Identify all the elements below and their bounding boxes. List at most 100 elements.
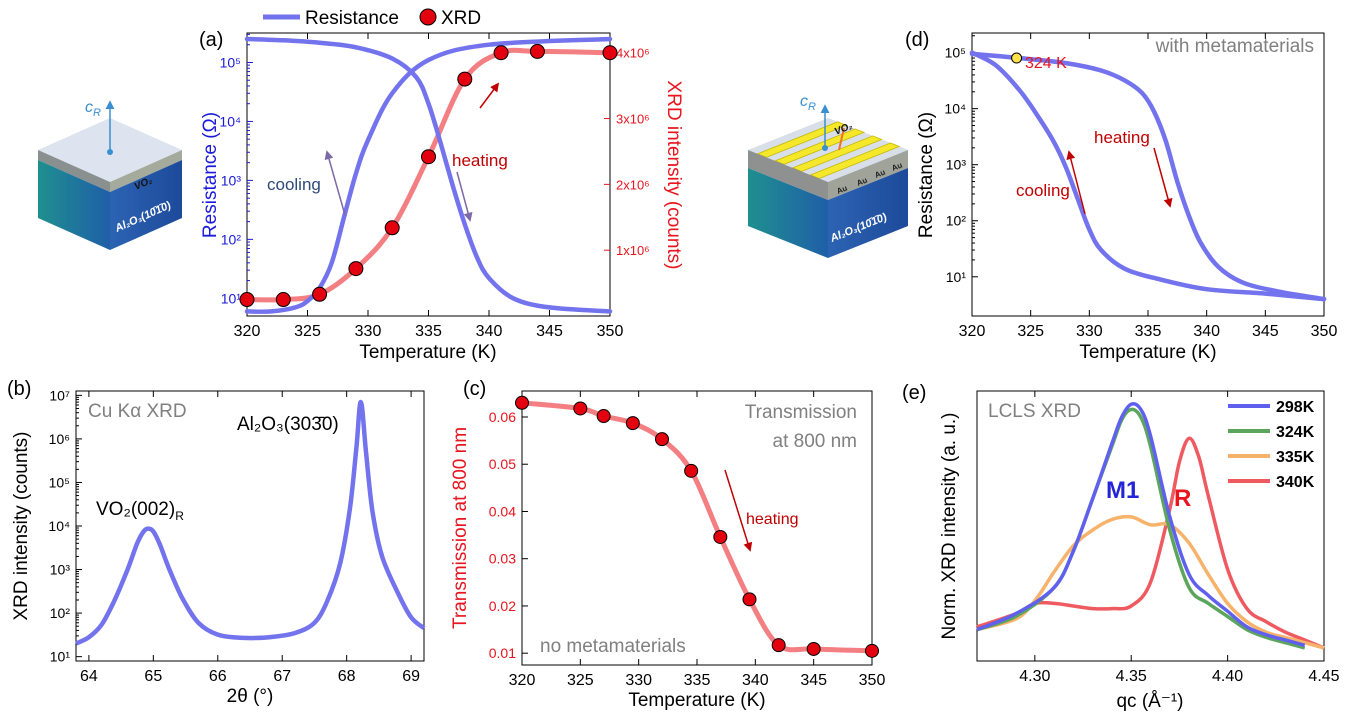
panel-d-title: with metamaterials: [1155, 36, 1314, 57]
c-x-tick-label: 320: [509, 672, 536, 689]
panel-e-plot: [976, 401, 1325, 650]
au-stripe: [756, 121, 848, 158]
panel-c: (c) 320 325 330 335 340 345 350 0.010.020.030.…: [450, 378, 885, 711]
panel-e-legend: 298K 324K 335K 340K: [1228, 399, 1315, 491]
xrd-data-point: [529, 43, 545, 59]
panel-a-plot: [239, 36, 618, 314]
lcls-340K-line: [976, 436, 1325, 650]
xrd-scan-line: [75, 399, 426, 646]
c-x-tick-label: 330: [625, 672, 652, 689]
heating-up-arrow: [479, 82, 500, 109]
xrd-data-point: [312, 286, 328, 302]
d-cooling-arrow: [1066, 150, 1086, 215]
a-x-tick-label: 335: [415, 323, 442, 340]
c-y-tick-label: 0.01: [489, 645, 516, 661]
transmission-data-point: [596, 409, 611, 424]
vo2-peak-label: VO₂(002)R: [96, 499, 184, 523]
legend-335K-label: 335K: [1276, 449, 1315, 466]
c-x-tick-label: 335: [684, 672, 711, 689]
a-x-tick-label: 340: [476, 323, 503, 340]
xrd-fit-line: [244, 47, 613, 303]
legend-xrd-marker: [419, 8, 437, 26]
panel-d-letter: (d): [905, 29, 929, 51]
panel-c-y-axis: 0.01 0.02 0.03 0.04 0.05 0.06: [489, 409, 528, 661]
panel-d-x-axis: 320 325 330 335 340 345 350: [959, 33, 1337, 340]
transmission-data-point: [806, 641, 821, 656]
b-y-tick-label: 10⁶: [49, 431, 70, 447]
panel-d-xlabel: Temperature (K): [1079, 342, 1216, 363]
panel-e-letter: (e): [902, 382, 926, 404]
meta-substrate-right-face: [828, 168, 908, 258]
marker-label-324k: 324 K: [1025, 55, 1067, 72]
a-y2-tick-label: 4x10⁶: [616, 46, 650, 61]
panel-d-y-axis: 10¹ 10² 10³ 10⁴ 10⁵: [944, 35, 978, 285]
cooling-label: cooling: [267, 175, 321, 194]
c-y-tick-label: 0.04: [489, 503, 516, 519]
a-x-tick-label: 320: [234, 323, 261, 340]
d-resistance-heating-line: [969, 51, 1327, 302]
lcls-324K-line: [976, 407, 1306, 650]
legend-298K-label: 298K: [1276, 399, 1315, 416]
transmission-data-point: [771, 638, 786, 653]
c-x-tick-label: 345: [800, 672, 827, 689]
panel-b-xlabel: 2θ (°): [227, 686, 274, 707]
panel-d-plot: [969, 50, 1327, 302]
e-x-tick-label: 4.40: [1212, 668, 1243, 685]
a-y-tick-label: 10⁴: [219, 113, 241, 129]
b-y-tick-label: 10⁵: [49, 474, 70, 490]
a-y2-tick-label: 1x10⁶: [616, 243, 650, 258]
a-x-tick-label: 345: [536, 323, 563, 340]
transmission-data-point: [713, 529, 728, 544]
au-label-4: Au: [890, 160, 903, 172]
c-heating-arrow: [724, 469, 753, 552]
xrd-data-point: [275, 292, 291, 308]
c-y-tick-label: 0.06: [489, 409, 516, 425]
b-x-tick-label: 67: [273, 668, 291, 685]
c-y-tick-label: 0.05: [489, 456, 516, 472]
c-x-tick-label: 350: [859, 672, 886, 689]
b-y-tick-label: 10³: [50, 562, 71, 578]
d-x-tick-label: 345: [1252, 323, 1279, 340]
panel-b: (b) 64 65 66 67 68 69 10¹ 10² 10³ 10⁴ 10⁵ 10⁶ 10⁷ 2…: [7, 378, 426, 707]
c-axis-label: cR: [85, 99, 101, 119]
b-y-tick-label: 10¹: [50, 649, 71, 665]
b-x-tick-label: 64: [80, 668, 98, 685]
transmission-data-point: [742, 592, 757, 607]
legend-resistance-label: Resistance: [305, 8, 399, 29]
substrate-left-face: [38, 160, 110, 250]
d-x-tick-label: 320: [959, 323, 986, 340]
panel-c-letter: (c): [463, 378, 486, 400]
xrd-data-point: [348, 261, 364, 277]
xrd-data-point: [421, 149, 436, 165]
d-y-tick-label: 10⁵: [945, 45, 966, 61]
a-x-tick-label: 350: [597, 323, 624, 340]
au-label-3: Au: [873, 167, 886, 179]
b-x-tick-label: 68: [338, 668, 356, 685]
meta-film-left-face: [748, 150, 828, 200]
panel-b-y-axis: 10¹ 10² 10³ 10⁴ 10⁵ 10⁶ 10⁷: [48, 387, 82, 665]
d-resistance-cooling-line: [969, 50, 1327, 302]
panel-a-ylabel: Resistance (Ω): [200, 112, 221, 238]
meta-c-axis-label: cR: [800, 93, 816, 113]
d-y-tick-label: 10³: [946, 157, 967, 173]
panel-e-frame: [976, 390, 1325, 662]
panel-a-y2label: XRD intensity (counts): [663, 80, 684, 269]
a-y2-tick-label: 3x10⁶: [616, 112, 650, 127]
c-y-tick-label: 0.03: [489, 551, 516, 567]
lcls-298K-line: [976, 401, 1306, 647]
b-y-tick-label: 10⁴: [48, 518, 70, 534]
xrd-data-point: [457, 71, 473, 87]
a-x-tick-label: 325: [294, 323, 321, 340]
xrd-data-point: [384, 220, 400, 236]
au-label-1: Au: [835, 183, 848, 195]
lcls-335K-line: [976, 514, 1325, 650]
meta-field-arrow: [838, 127, 845, 151]
d-x-tick-label: 335: [1135, 323, 1162, 340]
panel-a: (a) Resistance XRD 320 325 330 335 340 345 350…: [199, 8, 684, 363]
d-y-tick-label: 10¹: [946, 269, 967, 285]
d-heating-arrow: [1153, 147, 1173, 208]
xrd-data-point: [493, 45, 509, 61]
transmission-data-point: [573, 401, 588, 416]
inset-d-sample: Au Au Au Au cR VO₂ Al₂O₃(10̄1̄0): [748, 93, 908, 258]
panel-c-title-line1: Transmission: [745, 402, 857, 423]
